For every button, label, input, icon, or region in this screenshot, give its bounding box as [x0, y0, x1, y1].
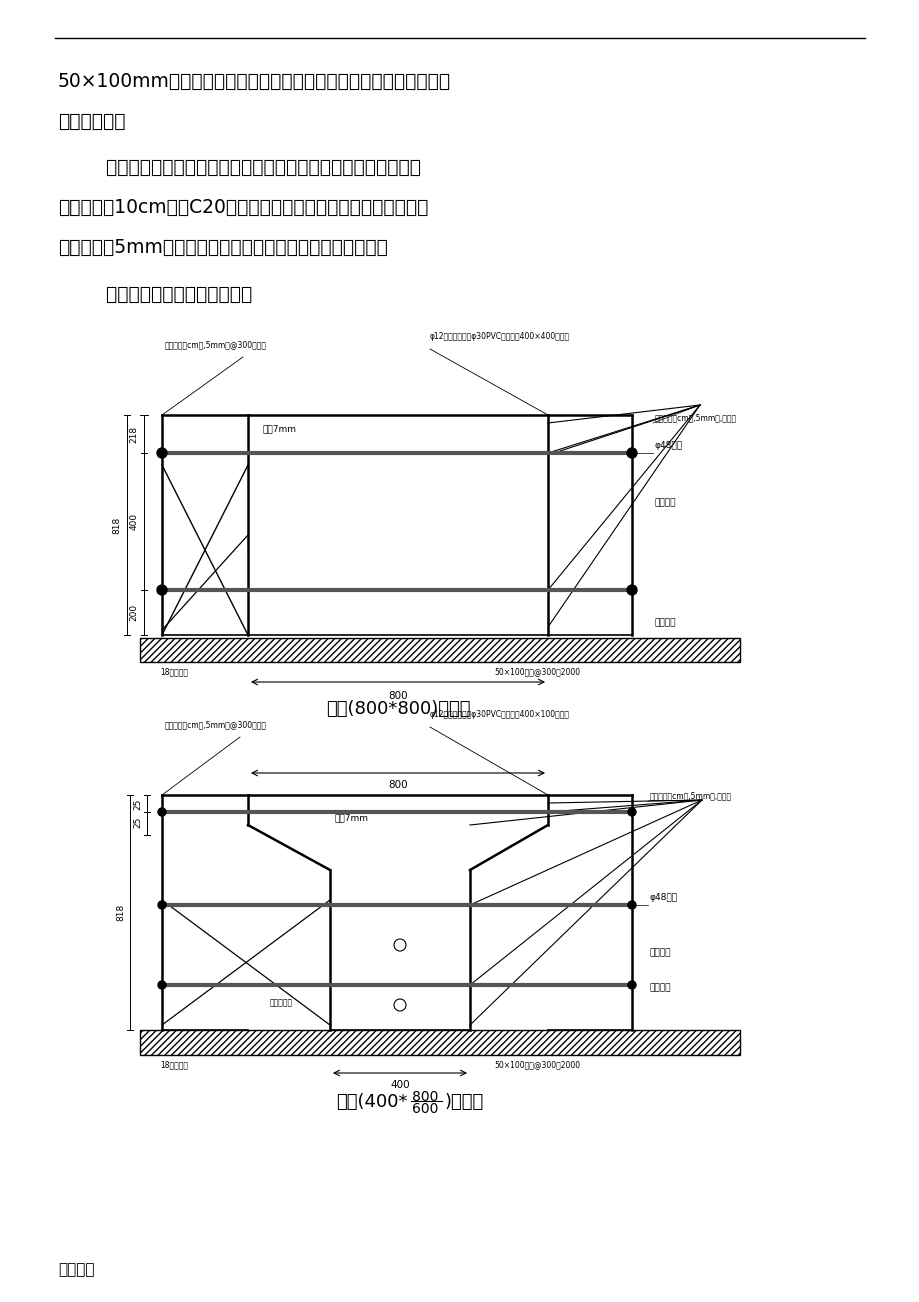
Text: 面的高差在5mm以内。在浇筑过程中，并预埋底板侧模顶杆。: 面的高差在5mm以内。在浇筑过程中，并预埋底板侧模顶杆。 — [58, 238, 388, 256]
Text: 600: 600 — [412, 1101, 437, 1116]
Circle shape — [627, 448, 636, 458]
Text: 200: 200 — [130, 604, 139, 621]
Text: 钙板7mm: 钙板7mm — [263, 424, 297, 434]
Text: 模板扣钔量cm宽,5mm厚,设四道: 模板扣钔量cm宽,5mm厚,设四道 — [654, 413, 736, 422]
Text: )模板图: )模板图 — [445, 1092, 483, 1111]
Text: φ12对拉罗杆内套φ30PVC管，纵横400×100设一道: φ12对拉罗杆内套φ30PVC管，纵横400×100设一道 — [429, 710, 570, 719]
Text: 218: 218 — [130, 426, 139, 443]
Text: 固定模板: 固定模板 — [650, 948, 671, 957]
Text: 钙板7mm: 钙板7mm — [335, 812, 369, 822]
Text: 整助扣钔量cm宽,5mm厚@300设一道: 整助扣钔量cm宽,5mm厚@300设一道 — [165, 340, 267, 349]
Text: 横梁(800*800)模板图: 横梁(800*800)模板图 — [325, 700, 470, 717]
Text: 800: 800 — [388, 780, 407, 790]
Circle shape — [628, 809, 635, 816]
Circle shape — [627, 585, 636, 595]
Text: 压脚模板: 压脚模板 — [650, 983, 671, 992]
Text: 模板扣钔量cm宽,5mm厚,设六道: 模板扣钔量cm宽,5mm厚,设六道 — [650, 792, 732, 799]
Text: 18厚七合板: 18厚七合板 — [160, 1060, 187, 1069]
Bar — [140, 1030, 739, 1055]
Text: 模板结构图详见下面示意图：: 模板结构图详见下面示意图： — [58, 285, 252, 303]
Circle shape — [628, 901, 635, 909]
Text: 纵梁(400*: 纵梁(400* — [336, 1092, 407, 1111]
Text: 800: 800 — [412, 1090, 437, 1104]
Text: 18厚七合板: 18厚七合板 — [160, 667, 187, 676]
Circle shape — [393, 939, 405, 950]
Circle shape — [157, 585, 167, 595]
Text: 学习参考: 学习参考 — [58, 1262, 95, 1277]
Text: φ12对拉罗杆内套φ30PVC管，纵横400×400设一道: φ12对拉罗杆内套φ30PVC管，纵横400×400设一道 — [429, 332, 570, 341]
Circle shape — [628, 980, 635, 990]
Circle shape — [158, 980, 165, 990]
Text: 脚模支顶杆: 脚模支顶杆 — [269, 999, 293, 1006]
Text: φ48钉管: φ48钉管 — [650, 893, 677, 902]
Text: 底模采用凸式的混凝土底模。在预制场地面定出构件的底部尺寸: 底模采用凸式的混凝土底模。在预制场地面定出构件的底部尺寸 — [58, 158, 421, 177]
Text: 固定模板: 固定模板 — [654, 497, 675, 506]
Bar — [140, 638, 739, 661]
Text: 400: 400 — [130, 513, 139, 530]
Text: 板组合成型。: 板组合成型。 — [58, 112, 125, 132]
Circle shape — [393, 999, 405, 1010]
Text: 25: 25 — [133, 816, 142, 828]
Text: 后，浇筑约10cm厚的C20砼，表面抖光，并用水平仪控制混凝土表: 后，浇筑约10cm厚的C20砼，表面抖光，并用水平仪控制混凝土表 — [58, 198, 428, 217]
Text: 818: 818 — [112, 517, 121, 534]
Text: 50×100枡木@300长2000: 50×100枡木@300长2000 — [494, 1060, 579, 1069]
Text: φ48钉管: φ48钉管 — [654, 441, 683, 450]
Circle shape — [158, 809, 165, 816]
Text: 50×100枡木@300长2000: 50×100枡木@300长2000 — [494, 667, 579, 676]
Circle shape — [157, 448, 167, 458]
Text: 50×100mm，枡木配对拉罗杆加固成型，其余梁板采用定型钉、木模: 50×100mm，枡木配对拉罗杆加固成型，其余梁板采用定型钉、木模 — [58, 72, 450, 91]
Circle shape — [158, 901, 165, 909]
Text: 400: 400 — [390, 1079, 409, 1090]
Text: 800: 800 — [388, 691, 407, 700]
Text: 25: 25 — [133, 798, 142, 810]
Text: 压脚模板: 压脚模板 — [654, 618, 675, 628]
Text: 整助扣钔量cm宽,5mm厚@300设一道: 整助扣钔量cm宽,5mm厚@300设一道 — [165, 720, 267, 729]
Text: 818: 818 — [117, 904, 125, 921]
